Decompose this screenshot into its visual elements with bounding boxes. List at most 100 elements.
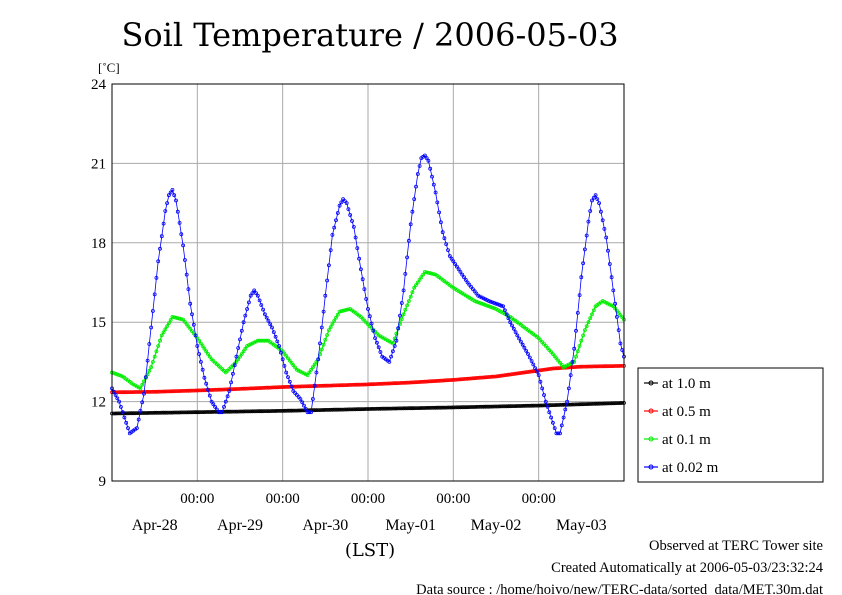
data-point [568,373,573,378]
data-point [584,364,589,369]
data-point [367,407,372,411]
data-point [158,410,162,415]
legend-label: at 0.1 m [662,432,711,448]
data-point [490,374,495,379]
data-point [364,407,369,411]
data-point [586,219,591,224]
data-point [599,401,603,406]
data-point [526,352,530,356]
data-point [259,303,264,307]
data-point [149,365,154,370]
data-point [262,338,267,343]
data-point [115,396,120,401]
data-point [268,385,273,390]
data-point [165,324,170,329]
data-point [399,317,404,322]
data-point [403,380,408,385]
data-point [435,200,440,205]
data-point [113,411,118,416]
data-point [298,408,303,413]
data-point [207,393,212,398]
data-point [577,293,582,298]
data-point [309,410,314,415]
data-point [266,409,271,414]
data-point [421,379,426,384]
data-point [547,367,552,371]
legend-label: at 0.02 m [662,460,719,476]
data-point [172,389,177,394]
data-point [494,374,498,379]
data-point [175,410,180,415]
data-point [486,375,491,379]
data-point [133,411,138,416]
data-point [414,184,418,189]
data-point [190,410,194,415]
data-point [583,402,587,407]
data-point [303,406,308,411]
data-point [542,393,546,397]
data-point [184,272,189,277]
data-point [334,218,338,223]
data-point [476,404,481,409]
data-point [465,376,470,381]
data-point [488,305,493,309]
data-point [270,409,274,413]
series-line [111,154,625,435]
data-point [604,401,609,406]
data-point [182,258,187,262]
data-point [278,385,283,390]
data-point [362,407,367,412]
data-point [158,389,162,394]
data-point [195,388,200,393]
data-point [607,364,612,369]
data-point [463,405,468,410]
data-point [161,221,166,226]
data-point [559,402,564,407]
data-point [438,378,443,383]
data-point [188,326,193,331]
data-point [470,405,475,409]
data-point [117,390,121,395]
data-point [342,383,347,388]
data-point [437,378,442,383]
data-point [198,341,203,346]
data-point [182,388,187,393]
data-point [499,303,504,308]
data-point [156,410,161,415]
data-point [305,410,310,415]
data-point [385,406,390,411]
data-point [147,410,152,415]
data-point [273,385,278,390]
data-point [527,369,532,374]
legend-marker [648,408,654,414]
data-point [351,382,356,387]
data-point [492,404,497,409]
data-point [328,325,333,330]
data-point [401,380,406,385]
data-point [602,364,607,369]
data-point [261,409,266,414]
data-point [165,410,170,415]
data-point [392,406,397,411]
data-point [277,344,282,348]
data-point [259,386,264,390]
y-tick-label: 9 [99,474,107,490]
legend-marker [648,436,654,442]
data-point [165,201,170,206]
data-point [579,275,584,280]
data-point [406,406,411,411]
data-point [405,303,410,308]
data-point [462,405,466,410]
data-point [515,404,520,408]
data-point [387,359,392,364]
legend: at 1.0 m at 0.5 m at 0.1 m at 0.02 m [637,367,824,483]
data-point [211,387,216,392]
data-point [321,342,326,347]
data-point [127,411,132,416]
data-point [332,407,337,412]
data-point [545,367,550,372]
data-point [449,378,454,382]
data-point [200,388,205,393]
data-point [170,187,175,192]
data-point [166,321,171,326]
